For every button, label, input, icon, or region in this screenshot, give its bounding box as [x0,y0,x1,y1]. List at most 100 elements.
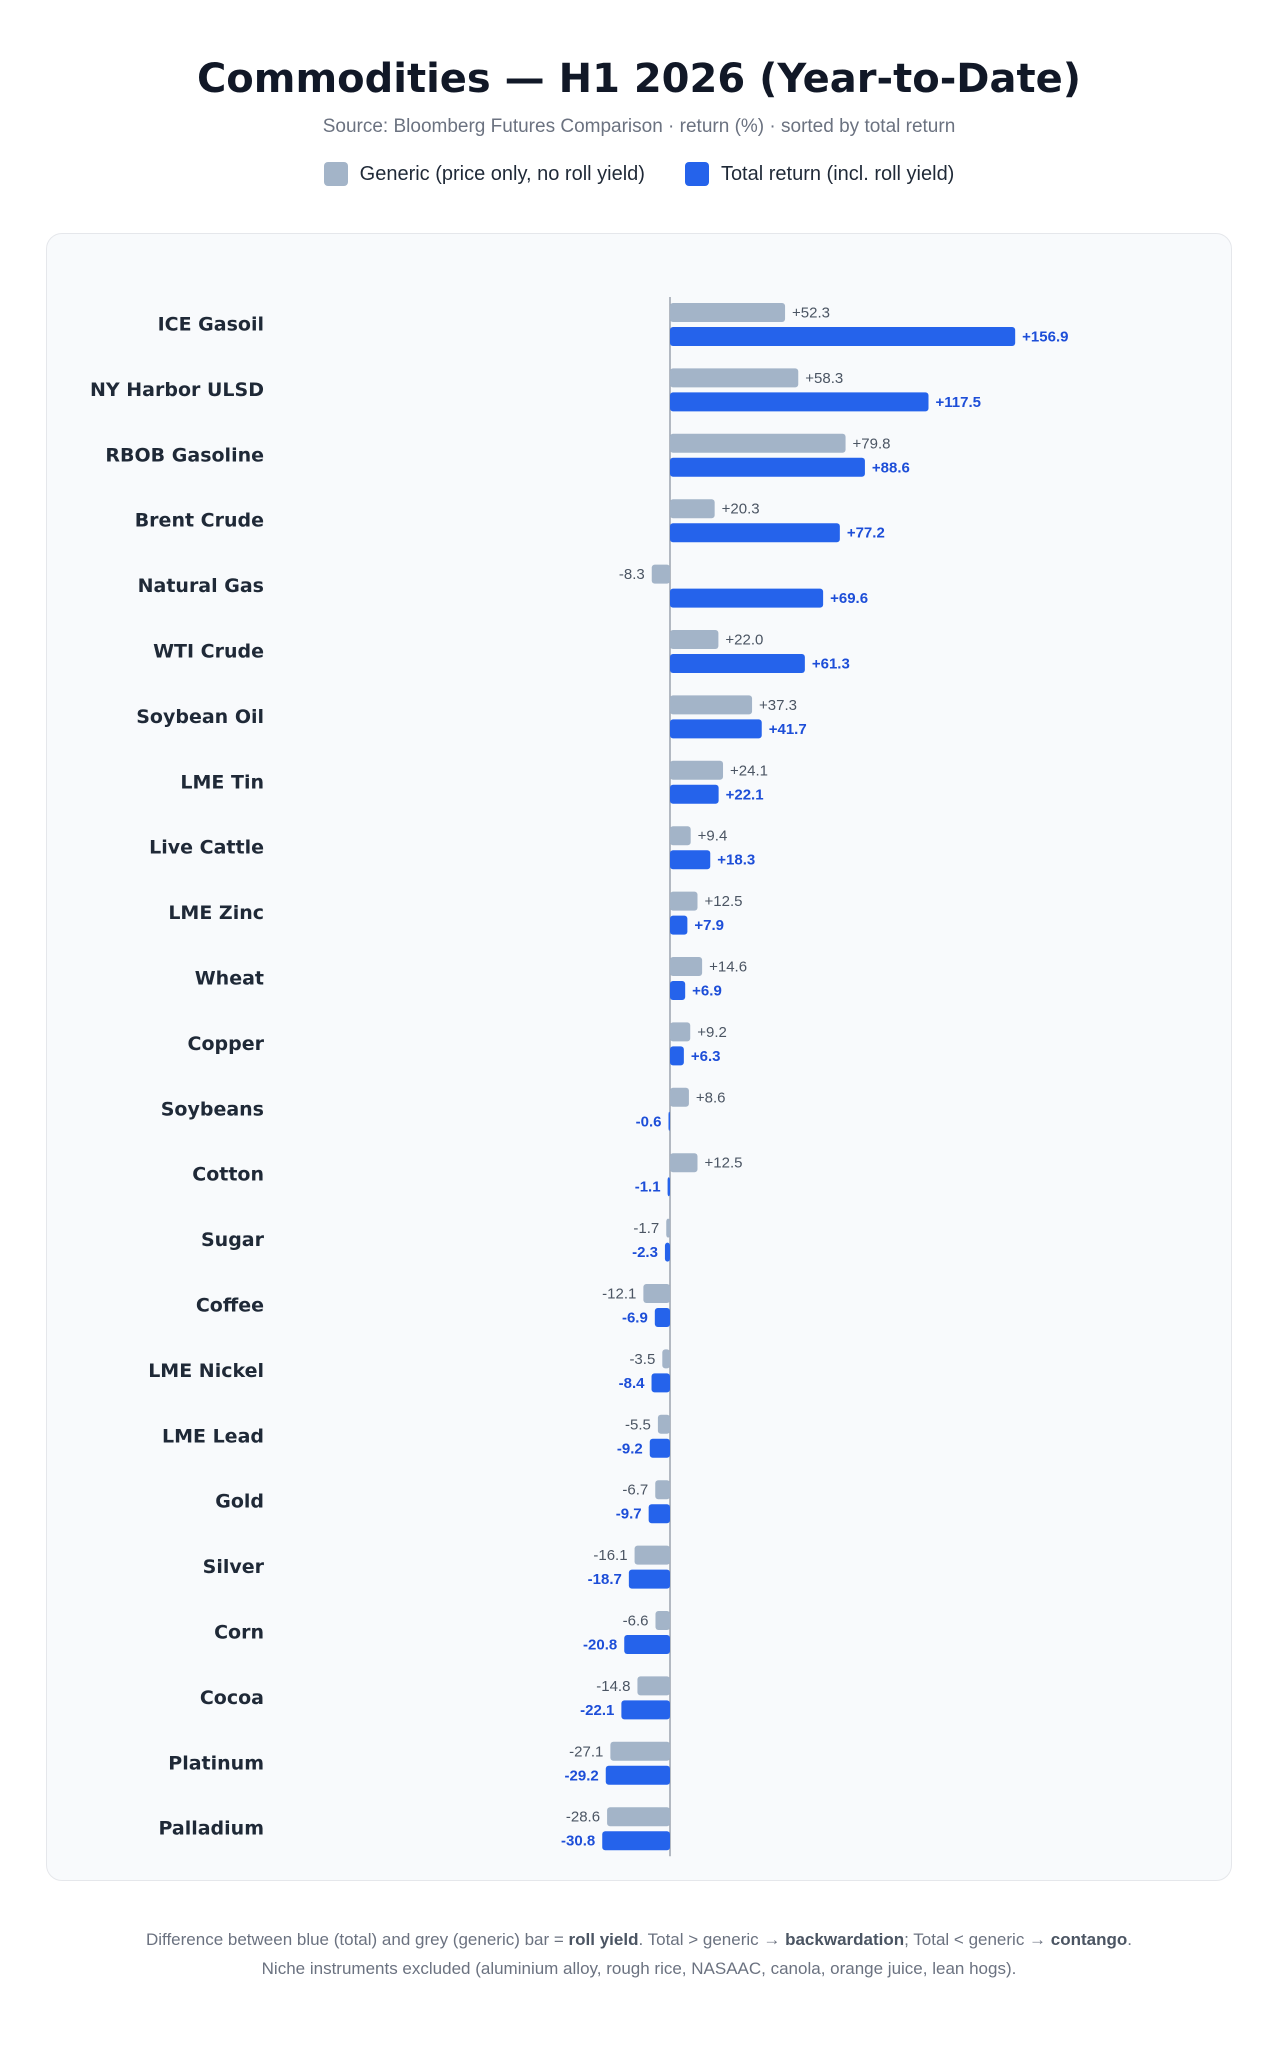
bar-total [670,981,686,1000]
category-label: LME Zinc [168,902,264,924]
category-label: Wheat [195,968,264,990]
value-label-total: +117.5 [936,394,981,411]
footer-exclusions: Niche instruments excluded (aluminium al… [261,1959,1017,1978]
category-label: RBOB Gasoline [105,444,264,466]
bar-total [628,1569,670,1589]
bar-total [670,392,929,412]
bar-total [670,654,805,673]
value-label-generic: +9.2 [697,1024,727,1041]
legend-swatch-total [684,162,709,186]
value-label-total: -9.2 [617,1440,643,1457]
category-label: Copper [188,1033,265,1055]
category-label: Soybeans [161,1098,264,1120]
footer-text-c: . Total > generic → [638,1930,786,1949]
value-label-generic: -1.7 [633,1220,659,1237]
value-label-generic: +79.8 [853,435,891,452]
value-label-generic: +52.3 [792,305,830,322]
value-label-total: +22.1 [726,786,764,803]
bar-total [670,784,719,804]
bar-generic [655,1611,670,1630]
value-label-generic: +12.5 [705,893,743,910]
value-label-total: +69.6 [830,590,868,607]
value-label-generic: -8.3 [619,566,645,583]
bar-total [624,1635,670,1654]
bar-generic [610,1741,670,1761]
value-label-total: +77.2 [847,525,885,542]
value-label-generic: -5.5 [625,1416,651,1433]
bar-generic [666,1218,670,1238]
category-label: Cocoa [200,1687,264,1709]
category-label: LME Lead [162,1425,264,1447]
value-label-generic: +8.6 [696,1089,726,1106]
legend-item-generic: Generic (price only, no roll yield) [323,162,645,186]
value-label-total: -2.3 [632,1244,658,1261]
bar-generic [670,1022,691,1042]
category-label: Brent Crude [135,510,264,532]
category-label: ICE Gasoil [158,314,264,336]
bar-generic [670,499,715,519]
bar-generic [670,826,691,846]
category-label: Palladium [158,1818,264,1840]
bar-total [670,523,840,543]
bar-generic [637,1676,670,1696]
value-label-total: +18.3 [717,852,755,869]
value-label-total: -22.1 [580,1702,614,1719]
bar-generic [643,1284,670,1303]
value-label-generic: +12.5 [705,1155,743,1172]
value-label-generic: -16.1 [593,1547,627,1564]
value-label-generic: -14.8 [596,1678,630,1695]
bar-total [648,1504,670,1524]
chart-panel [46,233,1232,1881]
value-label-total: -30.8 [561,1833,595,1850]
value-label-generic: -12.1 [602,1286,636,1303]
category-label: WTI Crude [153,641,264,663]
footer-text-a: Difference between blue (total) and grey… [145,1930,569,1949]
bar-total [664,1242,670,1262]
footer-text-g: . [1127,1930,1132,1949]
bar-total [649,1438,670,1458]
legend-item-total: Total return (incl. roll yield) [684,162,954,186]
bar-generic [670,303,786,322]
bar-generic [670,891,698,911]
bar-total [670,1046,684,1066]
category-label: Platinum [168,1752,264,1774]
footer-text-e: ; Total < generic → [904,1930,1051,1949]
bar-total [670,719,762,739]
value-label-total: +6.3 [691,1048,721,1065]
category-label: Corn [214,1622,264,1644]
bar-total [621,1700,670,1720]
footer-roll-yield: roll yield [568,1930,639,1949]
bar-generic [670,1153,698,1173]
category-label: NY Harbor ULSD [90,379,264,401]
category-label: Live Cattle [149,837,264,859]
value-label-total: -29.2 [565,1767,599,1784]
bar-generic [670,957,703,976]
bar-total [670,588,824,608]
value-label-generic: +14.6 [709,959,747,976]
bar-generic [670,433,846,453]
bar-total [670,327,1016,346]
footer-contango: contango [1050,1930,1128,1949]
bar-total [668,1111,670,1131]
bar-total [605,1765,670,1785]
bar-chart: ICE Gasoil +52.3 +156.9 NY Harbor ULSD +58.3… [90,297,1068,1857]
bar-generic [670,630,719,649]
bar-total [667,1177,670,1197]
bar-generic [634,1545,670,1565]
value-label-total: +7.9 [694,917,724,934]
bar-total [670,457,865,477]
value-label-generic: -27.1 [569,1743,603,1760]
value-label-total: -20.8 [583,1637,617,1654]
category-label: Silver [203,1556,265,1578]
bar-total [670,915,688,935]
category-label: LME Tin [180,771,264,793]
legend-label-generic: Generic (price only, no roll yield) [359,162,645,185]
value-label-total: +61.3 [812,656,850,673]
value-label-total: -18.7 [588,1571,622,1588]
value-label-generic: -6.7 [622,1482,648,1499]
value-label-generic: +24.1 [730,762,768,779]
legend-swatch-generic [323,162,348,186]
bar-generic [670,760,724,780]
legend: Generic (price only, no roll yield) Tota… [0,162,1278,186]
bar-total [602,1831,670,1851]
